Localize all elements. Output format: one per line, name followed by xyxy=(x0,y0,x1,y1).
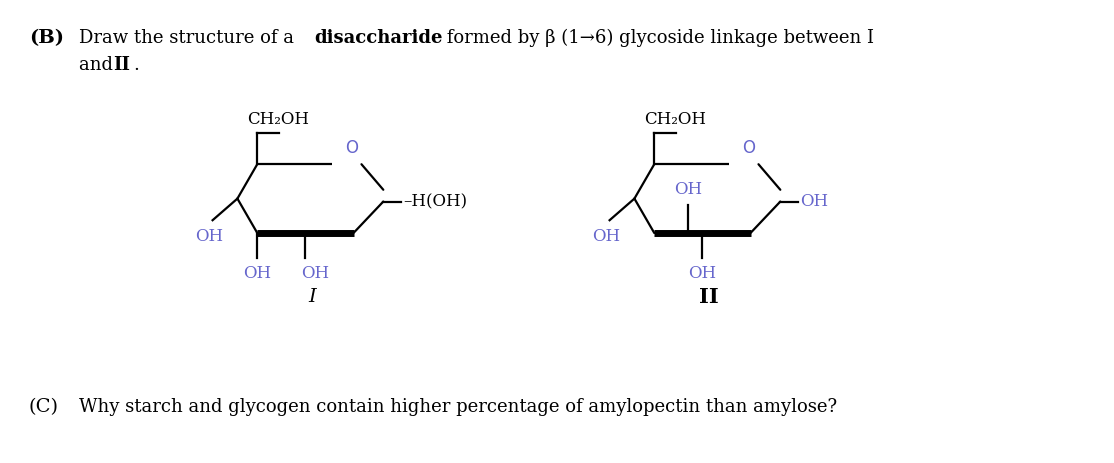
Text: OH: OH xyxy=(800,193,829,210)
Text: II: II xyxy=(114,56,130,74)
Text: O: O xyxy=(345,139,358,157)
Text: .: . xyxy=(134,56,139,74)
Text: and: and xyxy=(79,56,118,74)
Text: OH: OH xyxy=(243,265,272,282)
Text: II: II xyxy=(698,287,719,307)
Text: OH: OH xyxy=(301,265,330,282)
Text: O: O xyxy=(742,139,755,157)
Text: –H(OH): –H(OH) xyxy=(403,193,467,210)
Text: OH: OH xyxy=(674,181,702,198)
Text: I: I xyxy=(307,288,315,306)
Text: formed by β (1→6) glycoside linkage between I: formed by β (1→6) glycoside linkage betw… xyxy=(441,29,873,47)
Text: OH: OH xyxy=(196,228,224,245)
Text: disaccharide: disaccharide xyxy=(314,29,442,47)
Text: (B): (B) xyxy=(29,29,63,47)
Text: OH: OH xyxy=(593,228,620,245)
Text: CH₂OH: CH₂OH xyxy=(247,111,310,128)
Text: Draw the structure of a: Draw the structure of a xyxy=(79,29,300,47)
Text: Why starch and glycogen contain higher percentage of amylopectin than amylose?: Why starch and glycogen contain higher p… xyxy=(79,398,837,416)
Text: CH₂OH: CH₂OH xyxy=(644,111,706,128)
Text: OH: OH xyxy=(688,265,716,282)
Text: (C): (C) xyxy=(29,398,59,416)
